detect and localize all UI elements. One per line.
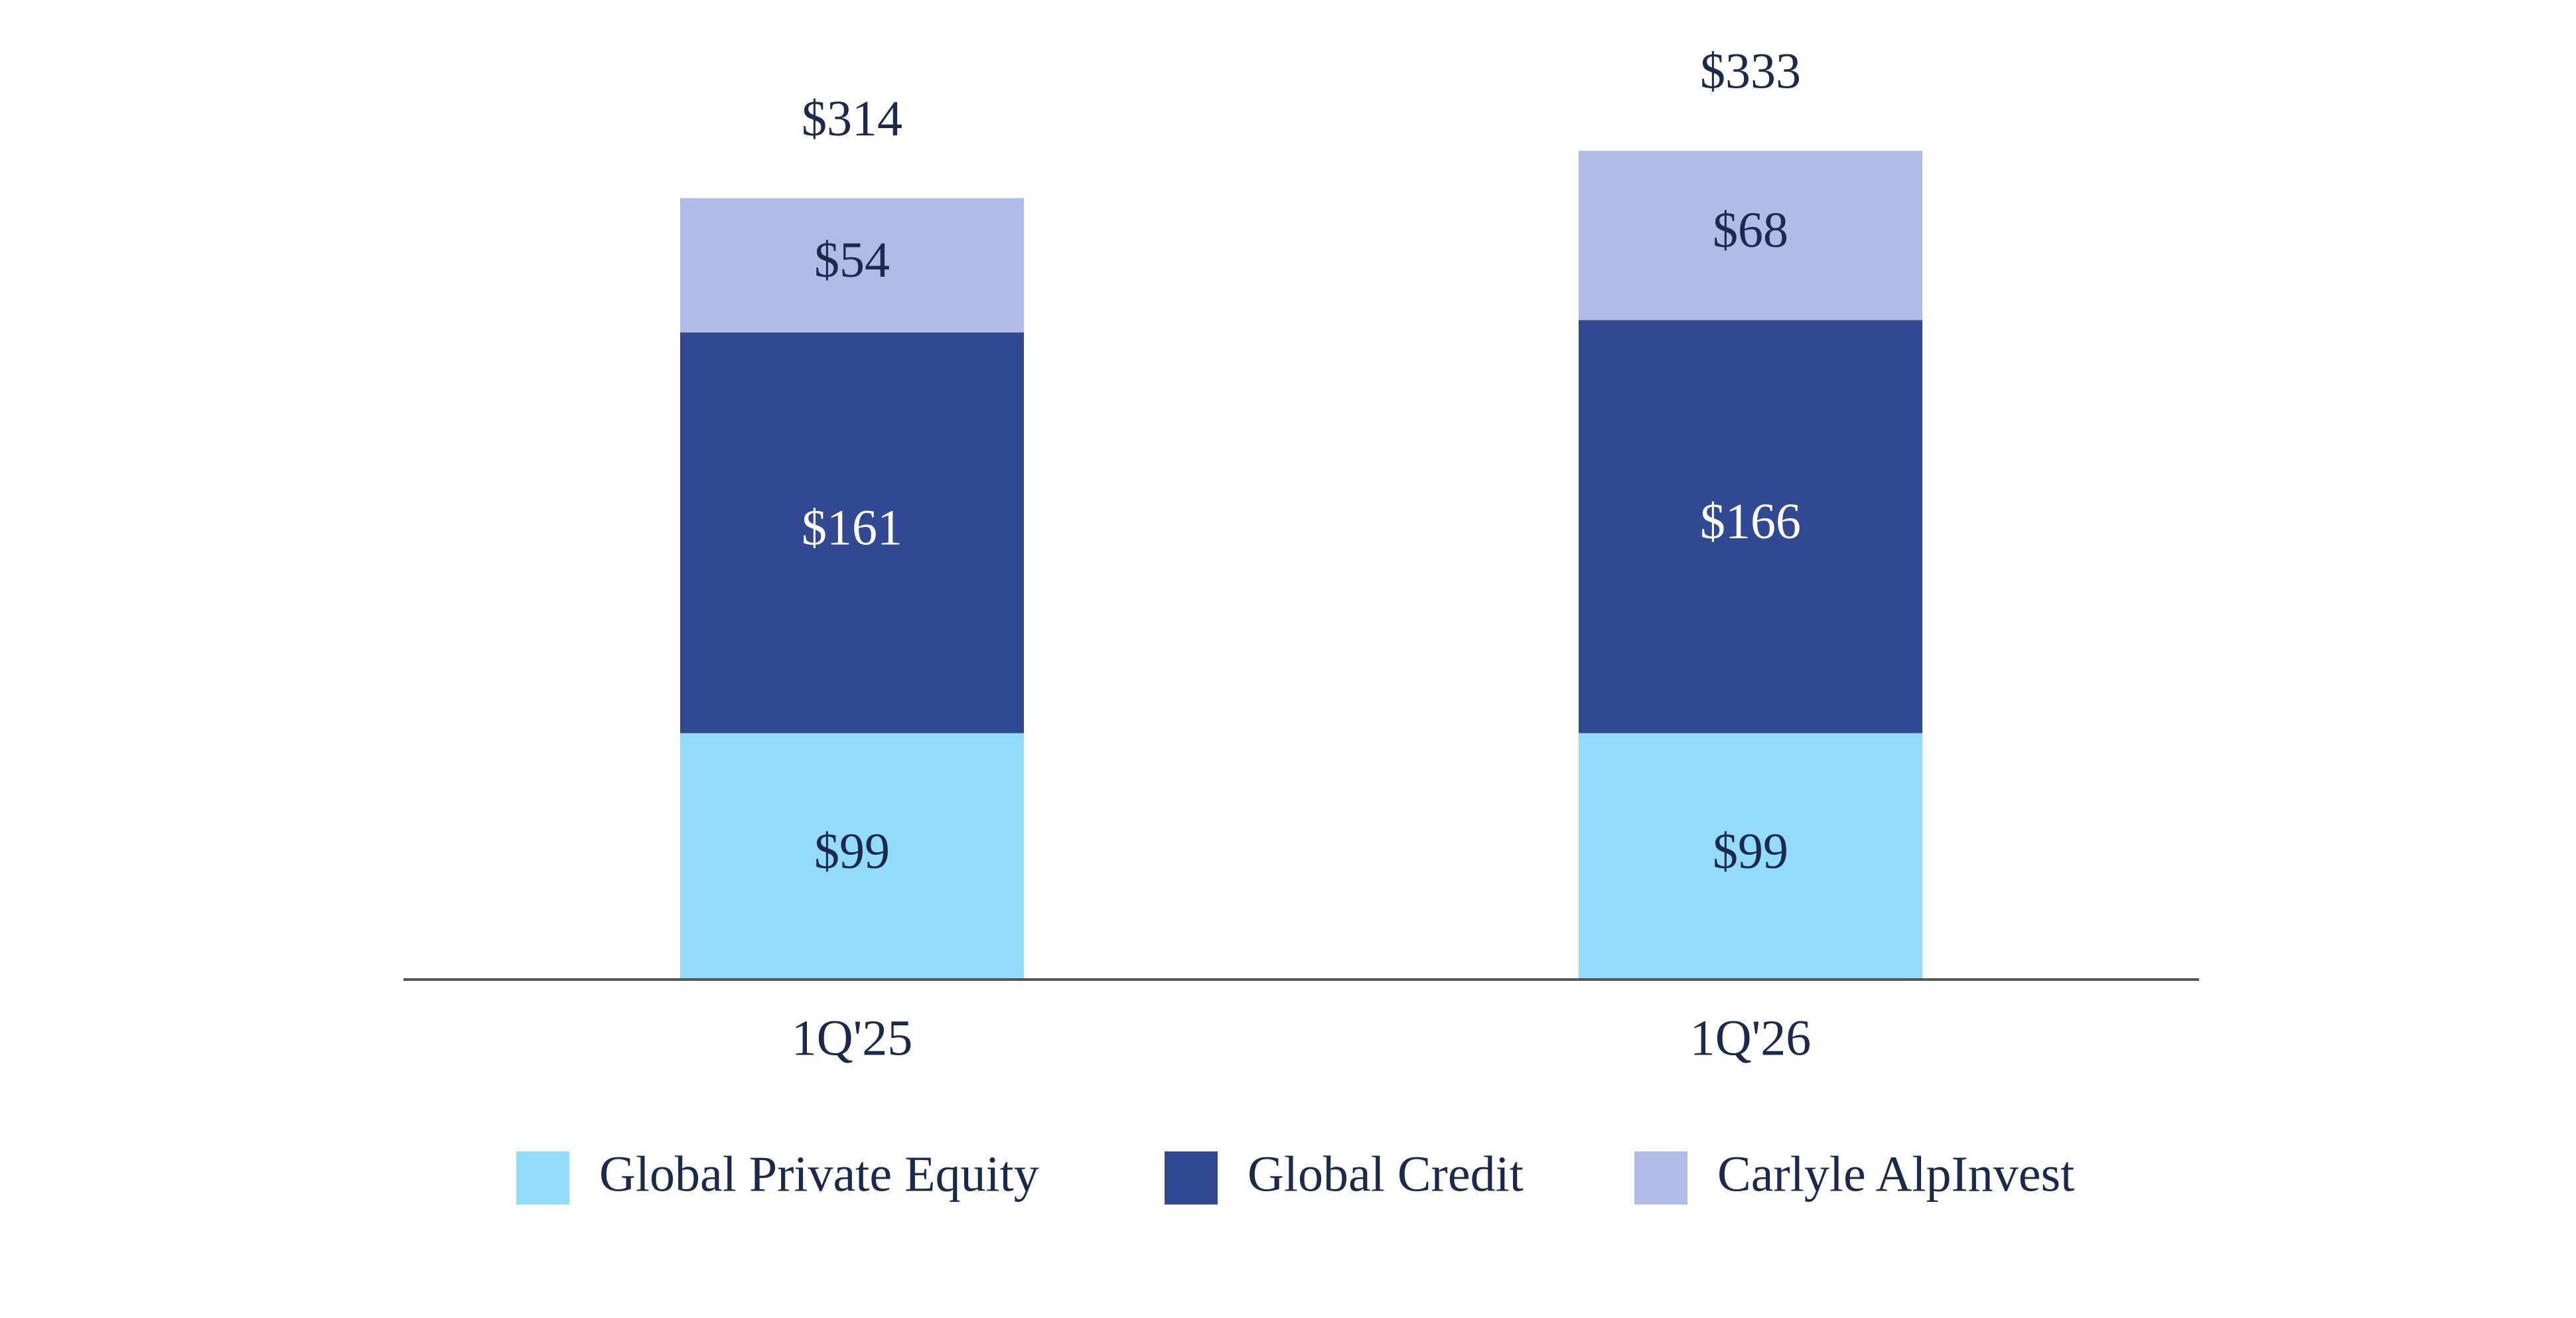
value-label: $99 xyxy=(814,824,890,879)
legend-label: Global Private Equity xyxy=(599,1146,1039,1202)
bar-segment xyxy=(680,198,1024,332)
value-label: $99 xyxy=(1713,824,1788,879)
total-label: $333 xyxy=(1700,44,1801,100)
legend-label: Global Credit xyxy=(1248,1146,1524,1202)
total-label: $314 xyxy=(802,91,902,147)
bar-segment xyxy=(680,332,1024,733)
value-label: $54 xyxy=(814,232,890,288)
x-tick-label: 1Q'25 xyxy=(792,1010,913,1066)
x-tick-label: 1Q'26 xyxy=(1690,1010,1812,1066)
value-label: $166 xyxy=(1700,494,1801,549)
legend-label: Carlyle AlpInvest xyxy=(1717,1146,2074,1202)
legend-swatch xyxy=(1165,1151,1218,1205)
bar-segment xyxy=(1579,151,1922,321)
bar-segment xyxy=(1579,320,1922,733)
bar-segment xyxy=(1579,733,1922,980)
bar-segment xyxy=(680,733,1024,980)
value-label: $68 xyxy=(1713,202,1788,258)
legend-swatch xyxy=(1634,1151,1687,1205)
value-label: $161 xyxy=(802,500,902,555)
legend-swatch xyxy=(516,1151,569,1205)
